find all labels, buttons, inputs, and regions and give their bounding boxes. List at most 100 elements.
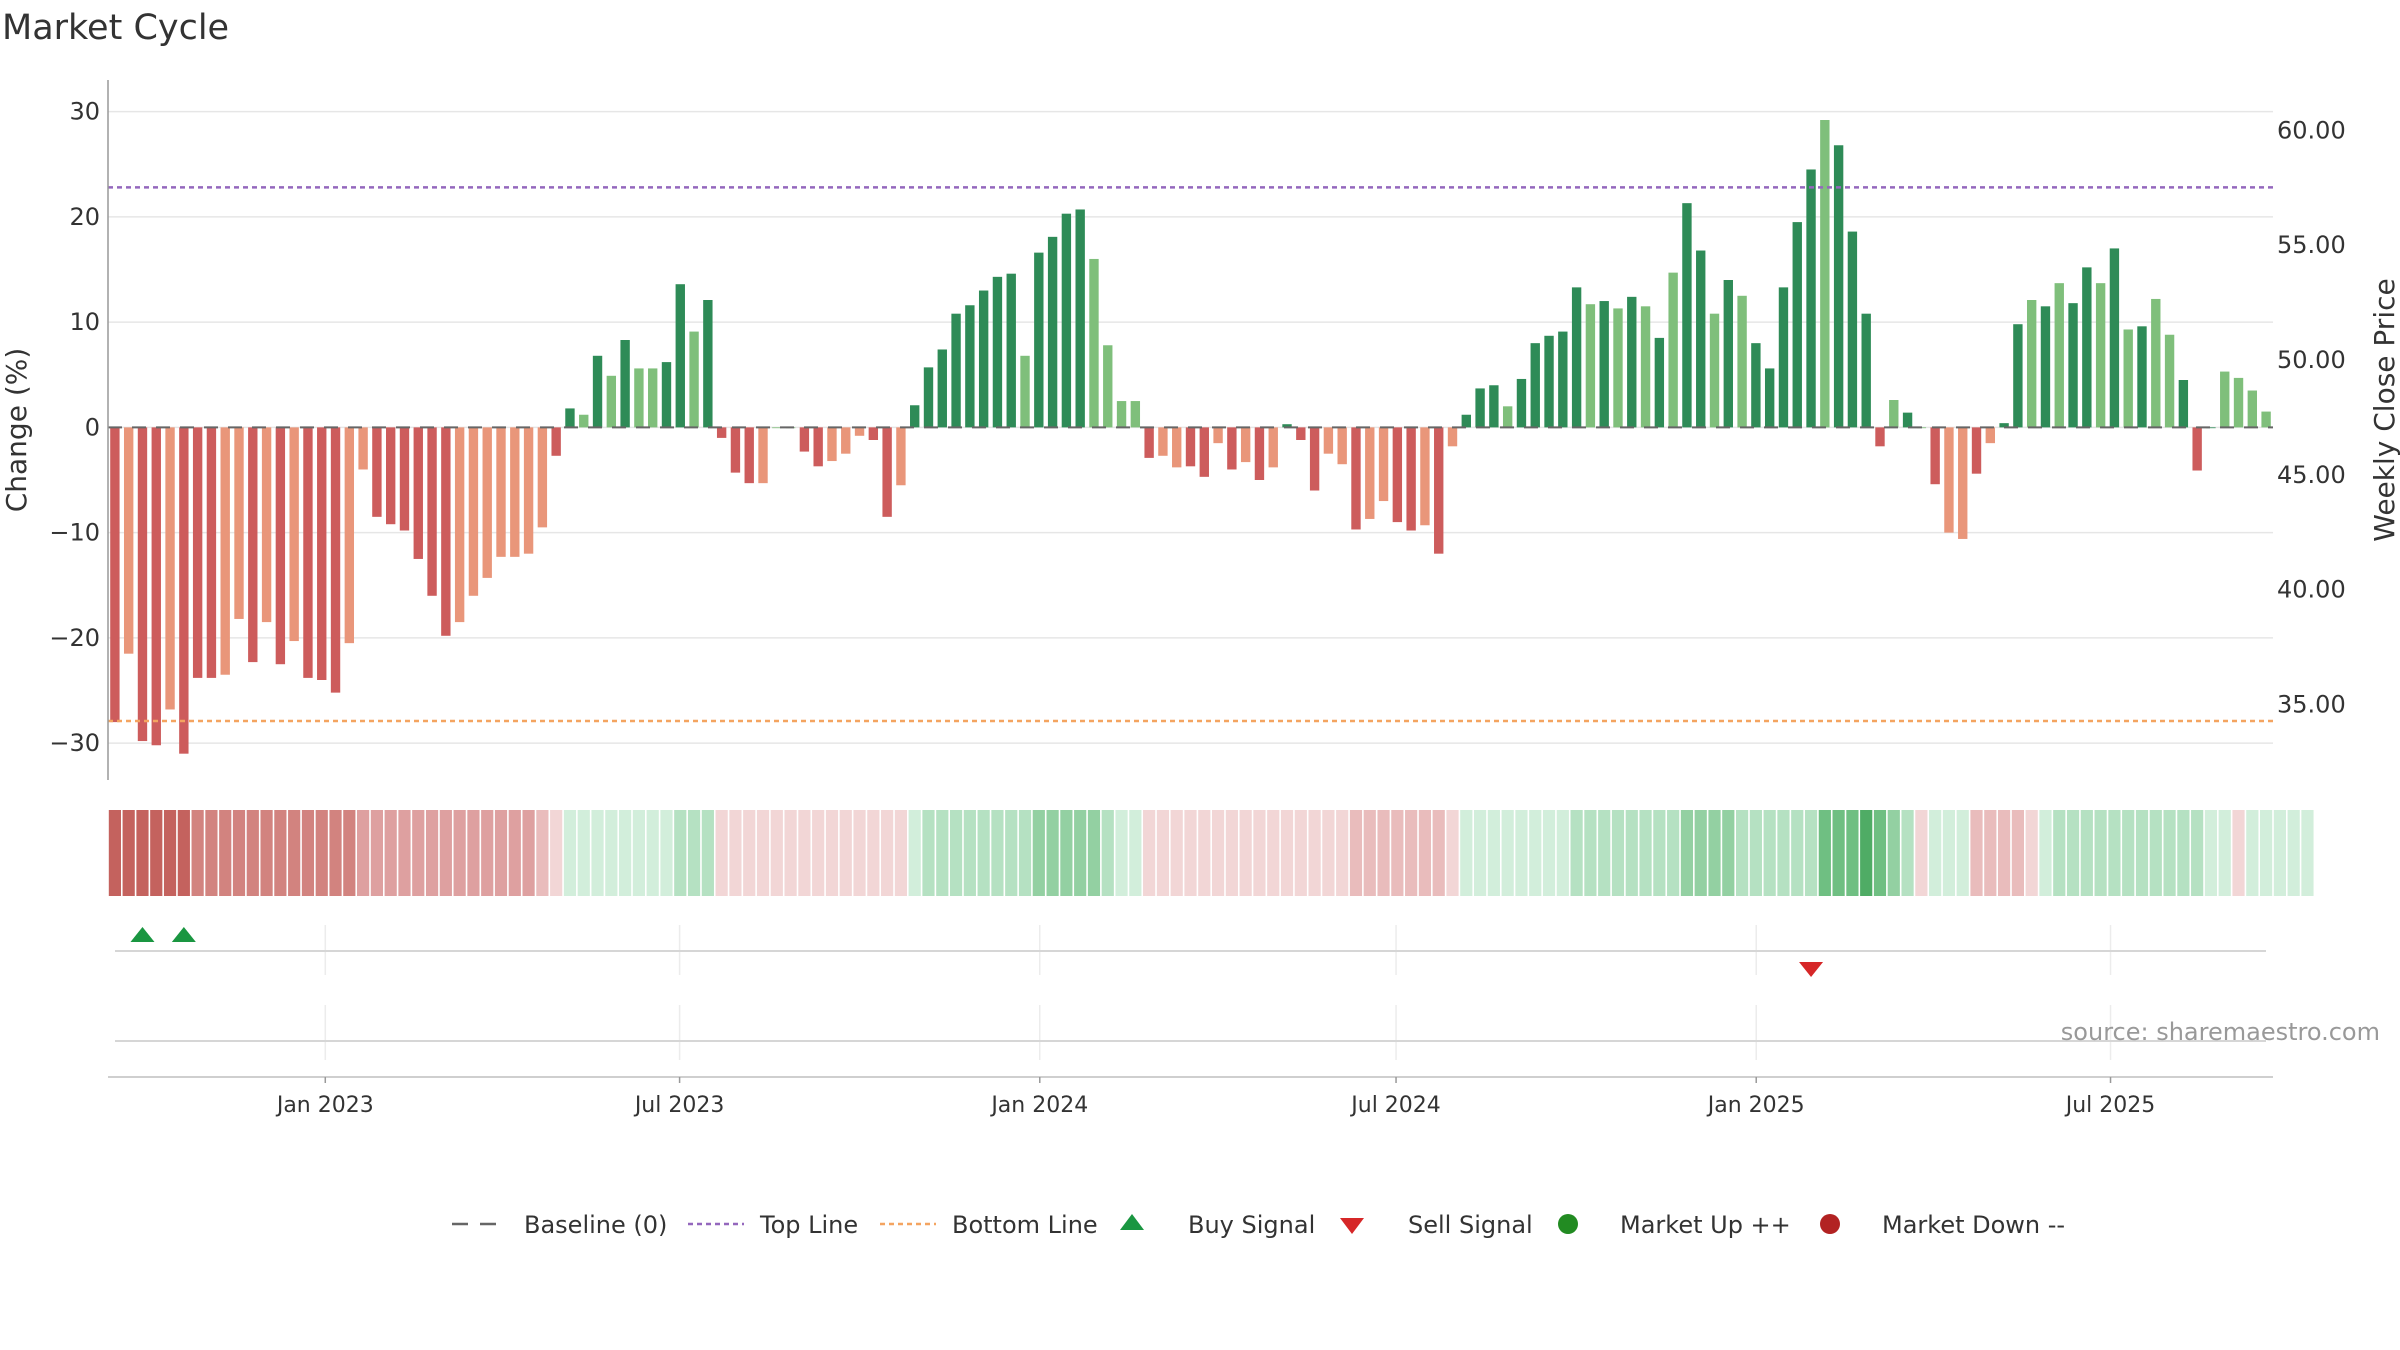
- regime-cell: [467, 810, 480, 896]
- bar: [2137, 326, 2147, 428]
- regime-cell: [1225, 810, 1238, 896]
- regime-cell: [1942, 810, 1956, 896]
- bar: [2082, 267, 2092, 428]
- regime-cell: [384, 810, 397, 896]
- regime-cell: [1570, 810, 1583, 896]
- regime-cell: [1336, 810, 1349, 896]
- bar: [1309, 427, 1320, 491]
- bar: [179, 427, 189, 754]
- bar: [1806, 169, 1816, 428]
- bar: [1709, 313, 1720, 428]
- regime-cell: [1984, 810, 1997, 896]
- bar: [413, 427, 423, 559]
- regime-cell: [1901, 810, 1914, 896]
- bar: [2068, 303, 2078, 428]
- regime-cell: [1418, 810, 1432, 896]
- regime-cell: [122, 810, 135, 896]
- regime-cell: [729, 810, 742, 896]
- bar: [1833, 145, 1844, 428]
- regime-cell: [632, 810, 646, 896]
- regime-cell: [563, 810, 577, 896]
- bar: [454, 427, 465, 623]
- bar: [799, 427, 810, 452]
- bar: [317, 427, 327, 680]
- regime-cell: [1473, 810, 1487, 896]
- bar: [910, 405, 920, 428]
- legend-sell-icon: [1340, 1218, 1364, 1234]
- regime-cell: [1653, 810, 1666, 896]
- regime-cell: [2204, 810, 2218, 896]
- x-tick-label: Jul 2024: [1349, 1093, 1441, 1118]
- regime-cell: [1832, 810, 1845, 896]
- regime-cell: [412, 810, 425, 896]
- legend: Baseline (0) Top Line Bottom Line Buy Signa…: [452, 1211, 2065, 1239]
- regime-cell: [2135, 810, 2149, 896]
- bar: [1172, 427, 1182, 468]
- regime-cell: [1143, 810, 1156, 896]
- bar: [661, 362, 672, 428]
- bar: [441, 427, 451, 636]
- bar: [1199, 427, 1209, 477]
- bar: [565, 408, 575, 428]
- bar: [275, 427, 286, 665]
- bar: [523, 427, 534, 554]
- bar: [1861, 313, 1871, 428]
- regime-cell: [2149, 810, 2162, 896]
- bar: [1668, 272, 1678, 428]
- bar: [482, 427, 492, 578]
- y2-tick-label: 45.00: [2277, 461, 2346, 489]
- regime-cell: [1018, 810, 1032, 896]
- bar: [827, 427, 837, 462]
- x-tick-label: Jan 2023: [275, 1093, 374, 1118]
- regime-cell: [1405, 810, 1418, 896]
- regime-cell: [798, 810, 811, 896]
- regime-cell: [1115, 810, 1128, 896]
- regime-cell: [370, 810, 383, 896]
- bar: [1613, 308, 1623, 428]
- bar: [220, 427, 230, 675]
- bar: [2054, 283, 2064, 428]
- bar: [1902, 412, 1913, 428]
- bar: [1737, 295, 1747, 428]
- bar: [372, 427, 382, 517]
- bar: [1020, 355, 1030, 428]
- legend-market-down-icon: [1820, 1214, 1840, 1234]
- bar: [1544, 335, 1554, 428]
- regime-cell: [908, 810, 921, 896]
- bar: [689, 331, 699, 428]
- x-tick-label: Jan 2025: [1706, 1093, 1805, 1118]
- bar: [1530, 343, 1540, 428]
- bar: [703, 300, 713, 428]
- bar: [716, 427, 727, 438]
- legend-buy-icon: [1120, 1214, 1144, 1230]
- bar: [675, 284, 685, 428]
- legend-label: Buy Signal: [1188, 1211, 1315, 1239]
- bar: [537, 427, 548, 528]
- regime-cell: [1377, 810, 1390, 896]
- bar: [510, 427, 520, 557]
- buy-signal-marker: [171, 927, 196, 942]
- regime-cell: [1267, 810, 1280, 896]
- bar: [1751, 343, 1761, 428]
- regime-cell: [2246, 810, 2259, 896]
- bar: [758, 427, 768, 484]
- regime-cell: [1598, 810, 1611, 896]
- bar: [1213, 427, 1223, 444]
- bar: [2151, 298, 2161, 428]
- regime-cell: [1694, 810, 1707, 896]
- axes: 30 20 10 0 −10 −20 −30 60.00 55.00 50.00 45.00 40.0…: [0, 80, 2400, 780]
- bar: [1420, 427, 1430, 526]
- bar: [1240, 427, 1251, 463]
- regime-cell: [288, 810, 301, 896]
- bar: [1447, 427, 1458, 447]
- regime-cell: [1156, 810, 1170, 896]
- regime-cell: [1722, 810, 1735, 896]
- bar: [978, 290, 989, 428]
- regime-cell: [1970, 810, 1983, 896]
- bar: [634, 368, 644, 428]
- x-tick-label: Jan 2024: [989, 1093, 1088, 1118]
- bar: [2123, 329, 2133, 428]
- regime-cell: [1611, 810, 1625, 896]
- chart-title: Market Cycle: [2, 8, 230, 48]
- regime-cell: [687, 810, 701, 896]
